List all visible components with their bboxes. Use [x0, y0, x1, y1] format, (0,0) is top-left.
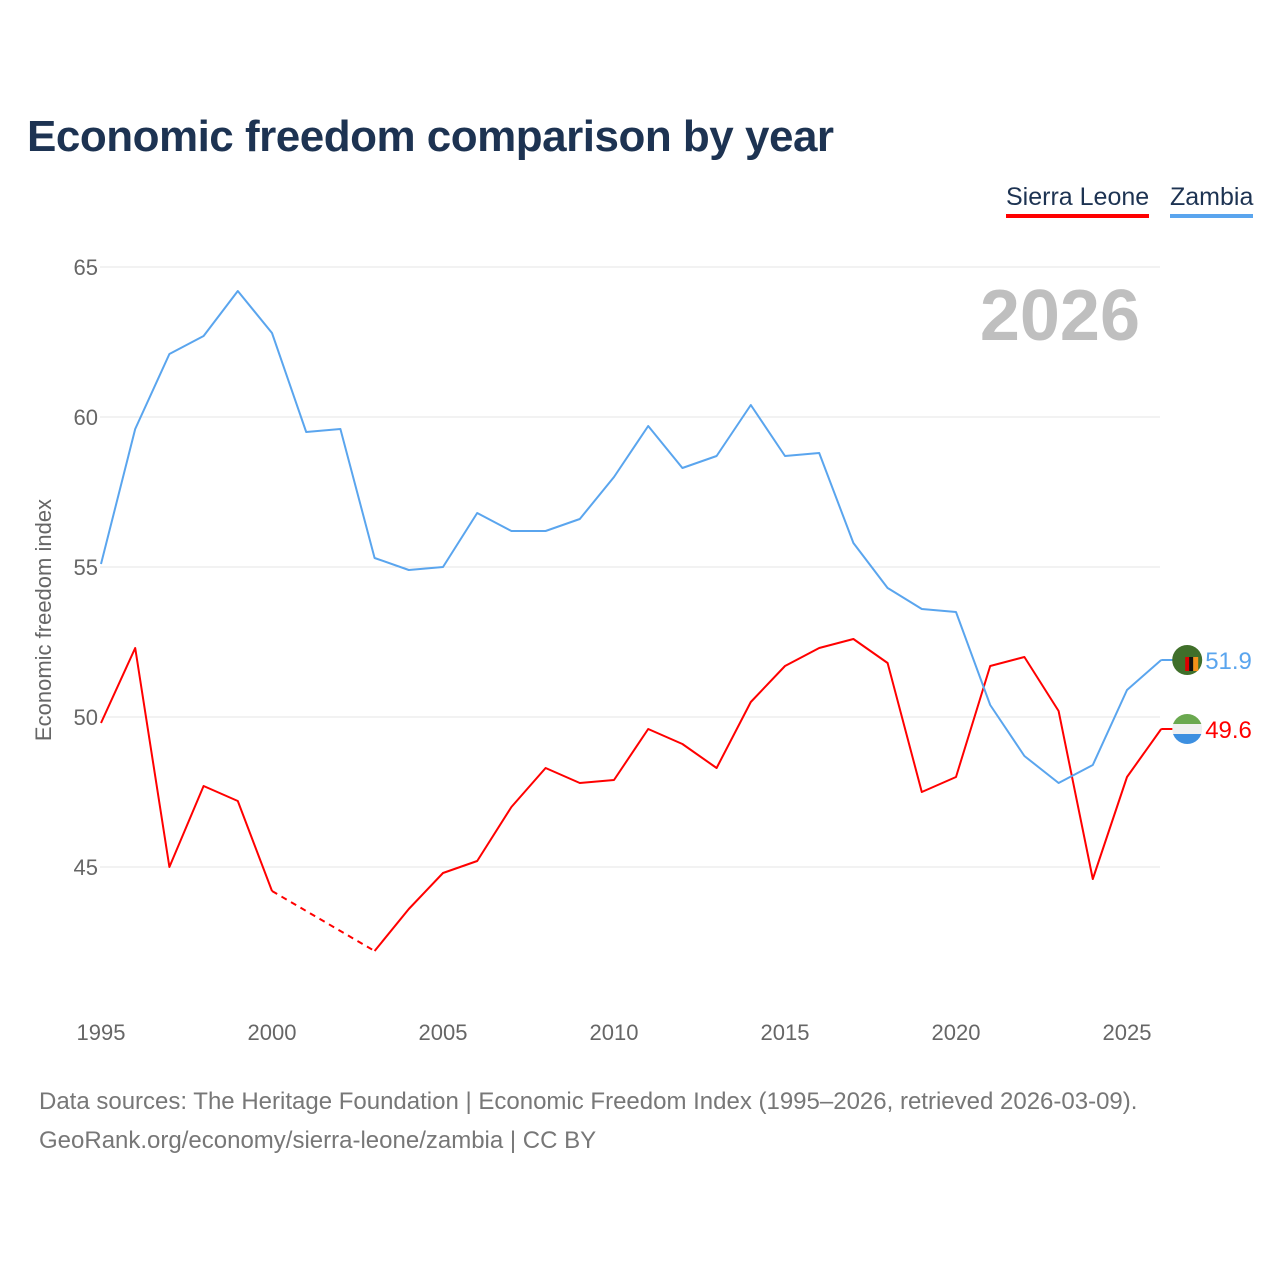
- sierra-leone-flag-icon: [1172, 714, 1203, 744]
- flag-stripe: [1172, 714, 1203, 724]
- y-axis-label: Economic freedom index: [31, 499, 56, 741]
- series-gap-dashed: [271, 890, 376, 952]
- series-line-sierra-leone: [100, 638, 1163, 952]
- x-tick-label: 2000: [248, 1020, 297, 1045]
- x-tick-label: 2020: [932, 1020, 981, 1045]
- legend-sierra-leone[interactable]: Sierra Leone: [1006, 183, 1150, 218]
- footer-link[interactable]: GeoRank.org/economy/sierra-leone/zambia …: [39, 1127, 597, 1154]
- flag-stripe: [1172, 724, 1203, 734]
- series-line-zambia: [100, 290, 1162, 784]
- chart-title: Economic freedom comparison by year: [27, 112, 834, 161]
- end-value-label: 51.9: [1205, 648, 1252, 675]
- x-tick-label: 2005: [419, 1020, 468, 1045]
- end-value-label: 49.6: [1205, 717, 1252, 744]
- y-tick-label: 60: [74, 405, 98, 430]
- flag-stripe: [1193, 657, 1199, 671]
- y-tick-label: 45: [74, 855, 98, 880]
- year-watermark: 2026: [980, 276, 1140, 356]
- x-tick-label: 2010: [590, 1020, 639, 1045]
- y-tick-label: 65: [74, 255, 98, 280]
- flag-stripe: [1189, 657, 1194, 671]
- y-tick-label: 50: [74, 705, 98, 730]
- flag-stripe: [1185, 657, 1190, 671]
- x-tick-label: 2025: [1103, 1020, 1152, 1045]
- footer-sources: Data sources: The Heritage Foundation | …: [39, 1088, 1138, 1115]
- x-tick-label: 1995: [77, 1020, 126, 1045]
- y-tick-label: 55: [74, 555, 98, 580]
- flag-stripe: [1172, 734, 1203, 744]
- legend-zambia[interactable]: Zambia: [1170, 183, 1254, 218]
- x-tick-label: 2015: [761, 1020, 810, 1045]
